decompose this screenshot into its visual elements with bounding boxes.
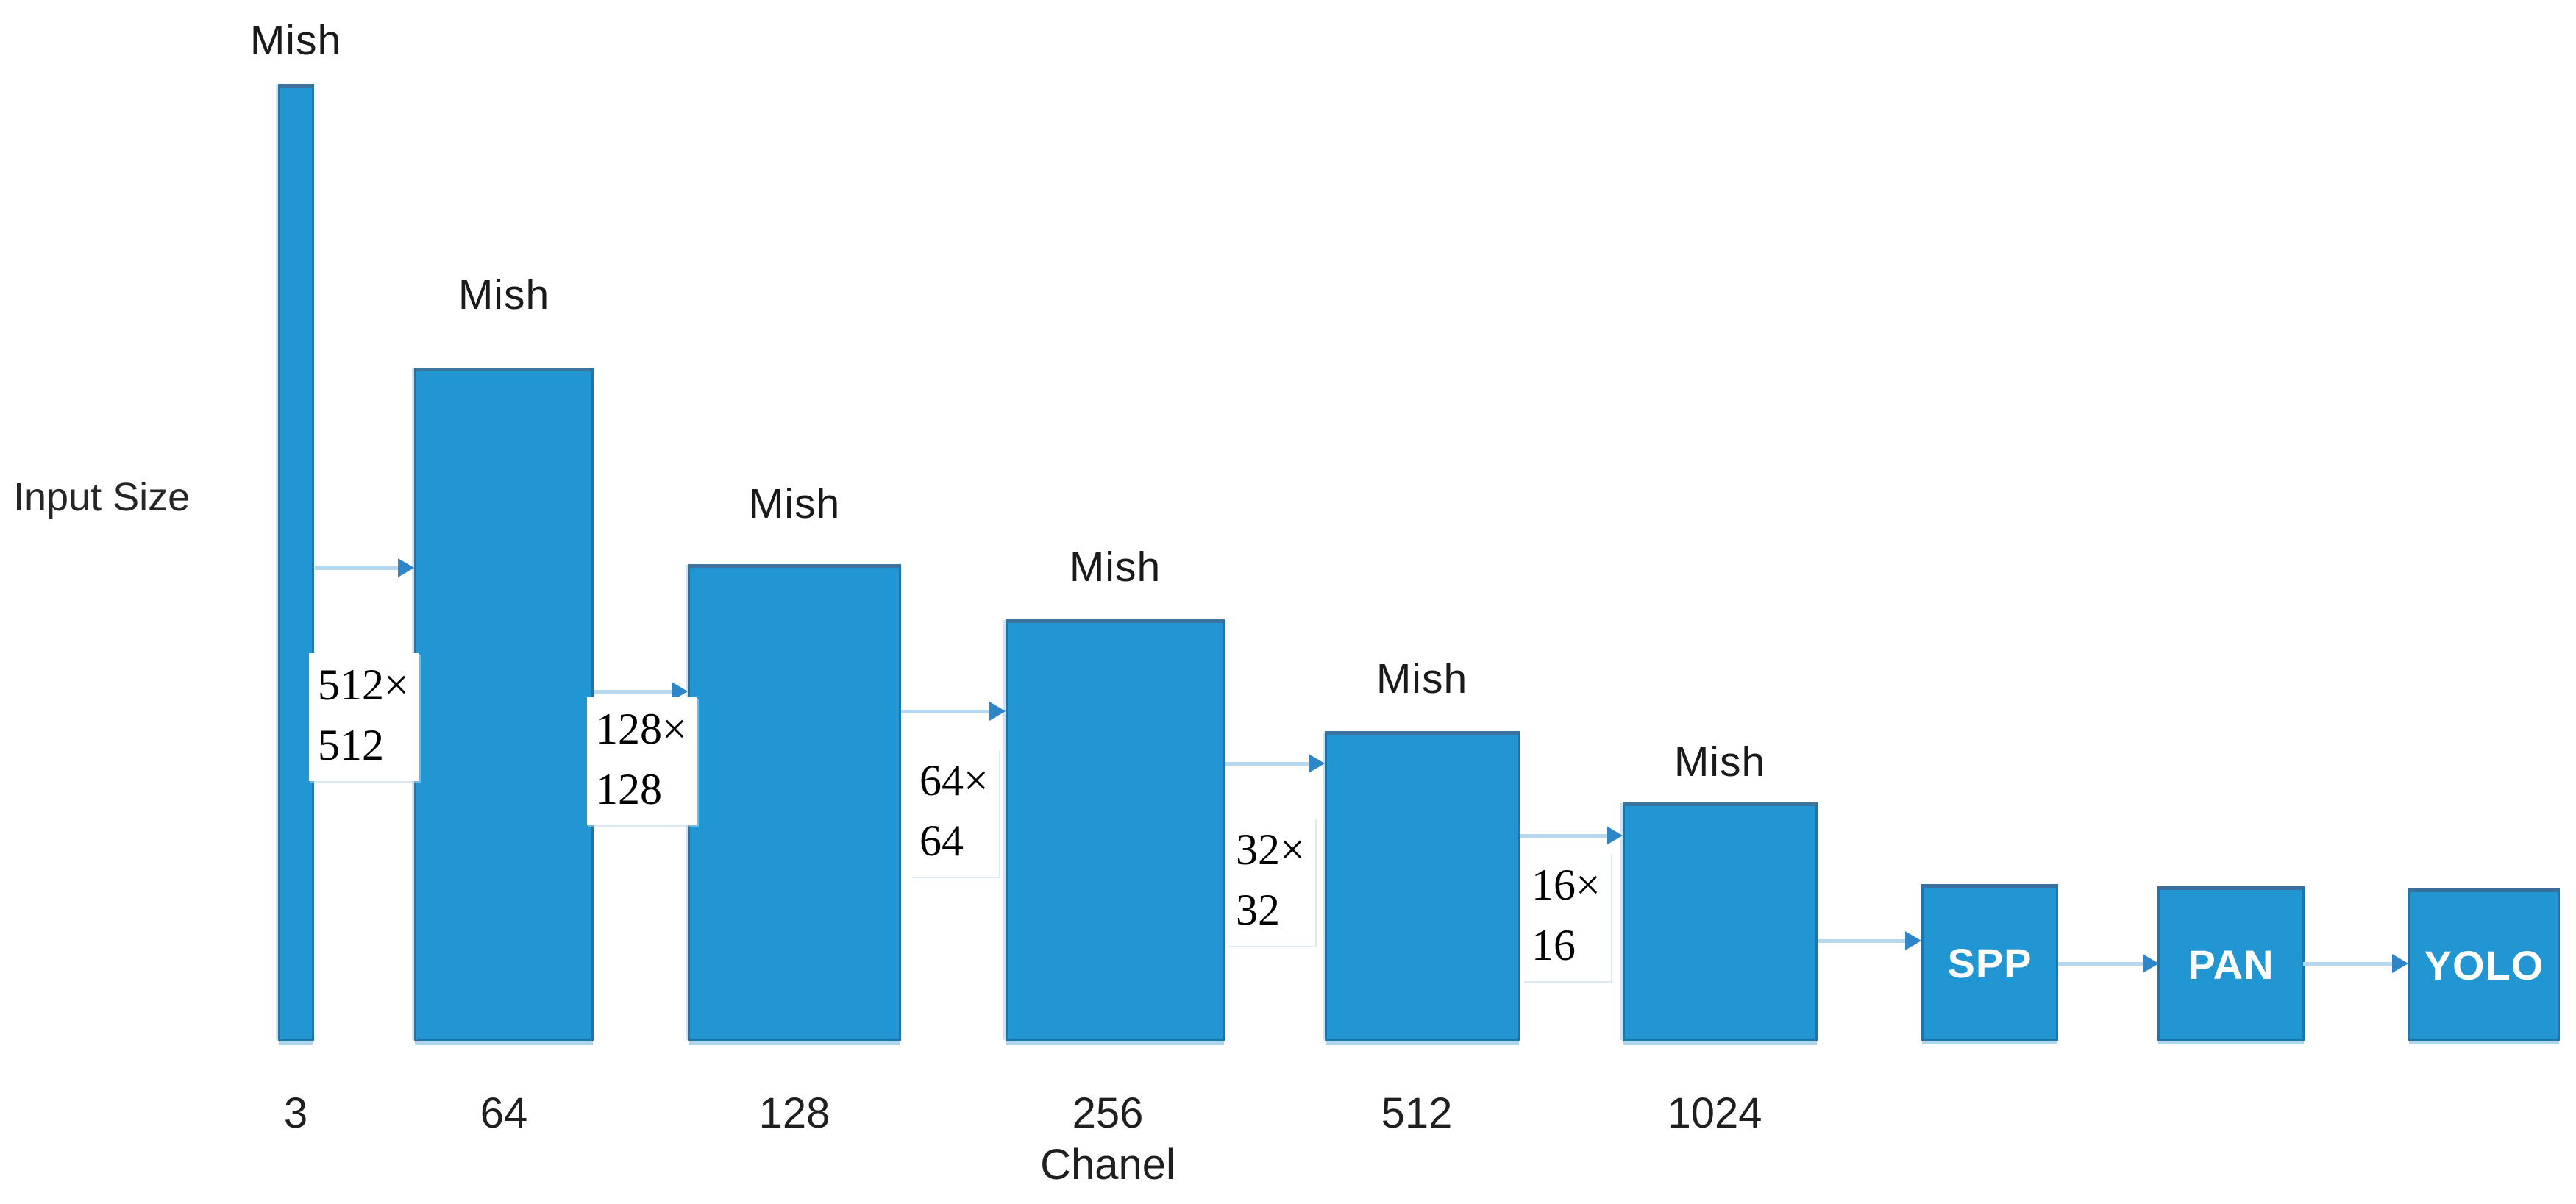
arrow-line [2303,962,2395,966]
resolution-line2: 32 [1236,886,1280,934]
arrow-line [594,690,675,694]
flow-arrow [594,682,688,701]
yolo-block: YOLO [2408,888,2560,1041]
resolution-label-16x16: 16× 16 [1523,853,1611,981]
arrow-right-icon [989,702,1006,721]
flow-arrow [1520,826,1623,845]
mish-activation-label: Mish [1376,655,1468,702]
resolution-line1: 32× [1236,825,1305,874]
channel-count-label: 128 [758,1089,830,1137]
resolution-label-64x64: 64× 64 [911,749,999,877]
mish-activation-label: Mish [1069,544,1161,591]
resolution-line2: 16 [1531,921,1576,969]
flow-arrow [1818,931,1921,950]
resolution-line2: 128 [596,765,662,813]
conv-stage-bar-64ch [414,368,594,1041]
channel-count-label: 1024 [1667,1089,1762,1137]
mish-activation-label: Mish [748,480,841,527]
pan-block: PAN [2157,886,2305,1041]
arrow-right-icon [1309,754,1325,773]
channel-count-label: 256 [1072,1089,1144,1137]
resolution-line1: 128× [596,705,687,753]
arrow-line [2058,962,2146,966]
arrow-right-icon [1607,826,1623,845]
arrow-line [315,566,401,570]
arrow-line [1225,762,1312,766]
flow-arrow [315,558,414,577]
arrow-right-icon [672,682,688,701]
channel-axis-label: Chanel [1040,1141,1175,1189]
conv-stage-bar-1024ch [1623,802,1818,1041]
arrow-right-icon [2392,954,2408,973]
resolution-line2: 512 [318,721,384,769]
resolution-label-512x512: 512× 512 [309,653,419,781]
channel-count-label: 3 [283,1089,308,1137]
conv-stage-bar-3ch [278,84,314,1041]
flow-arrow [901,702,1006,721]
resolution-label-128x128: 128× 128 [587,697,697,825]
resolution-label-32x32: 32× 32 [1227,818,1315,946]
spp-block-label: SPP [1947,940,2032,986]
flow-arrow [1225,754,1325,773]
mish-activation-label: Mish [458,271,550,318]
flow-arrow [2058,954,2159,973]
pan-block-label: PAN [2188,941,2274,988]
arrow-right-icon [398,558,414,577]
conv-stage-bar-256ch [1006,619,1225,1041]
arrow-line [1520,834,1609,838]
resolution-line1: 16× [1531,861,1601,909]
resolution-line2: 64 [919,816,964,865]
channel-count-label: 512 [1381,1089,1453,1137]
channel-count-label: 64 [480,1089,528,1137]
arrow-line [1818,939,1908,943]
spp-block: SPP [1921,884,2058,1041]
arrow-line [901,710,992,713]
input-size-axis-label: Input Size [13,475,191,519]
arrow-right-icon [1905,931,1921,950]
resolution-line1: 512× [318,660,409,709]
mish-activation-label: Mish [249,17,342,64]
arrow-right-icon [2143,954,2159,973]
flow-arrow [2303,954,2408,973]
mish-activation-label: Mish [1673,738,1766,786]
yolo-block-label: YOLO [2424,942,2544,989]
resolution-line1: 64× [919,756,989,805]
conv-stage-bar-512ch [1325,731,1520,1041]
conv-stage-bar-128ch [688,564,901,1041]
